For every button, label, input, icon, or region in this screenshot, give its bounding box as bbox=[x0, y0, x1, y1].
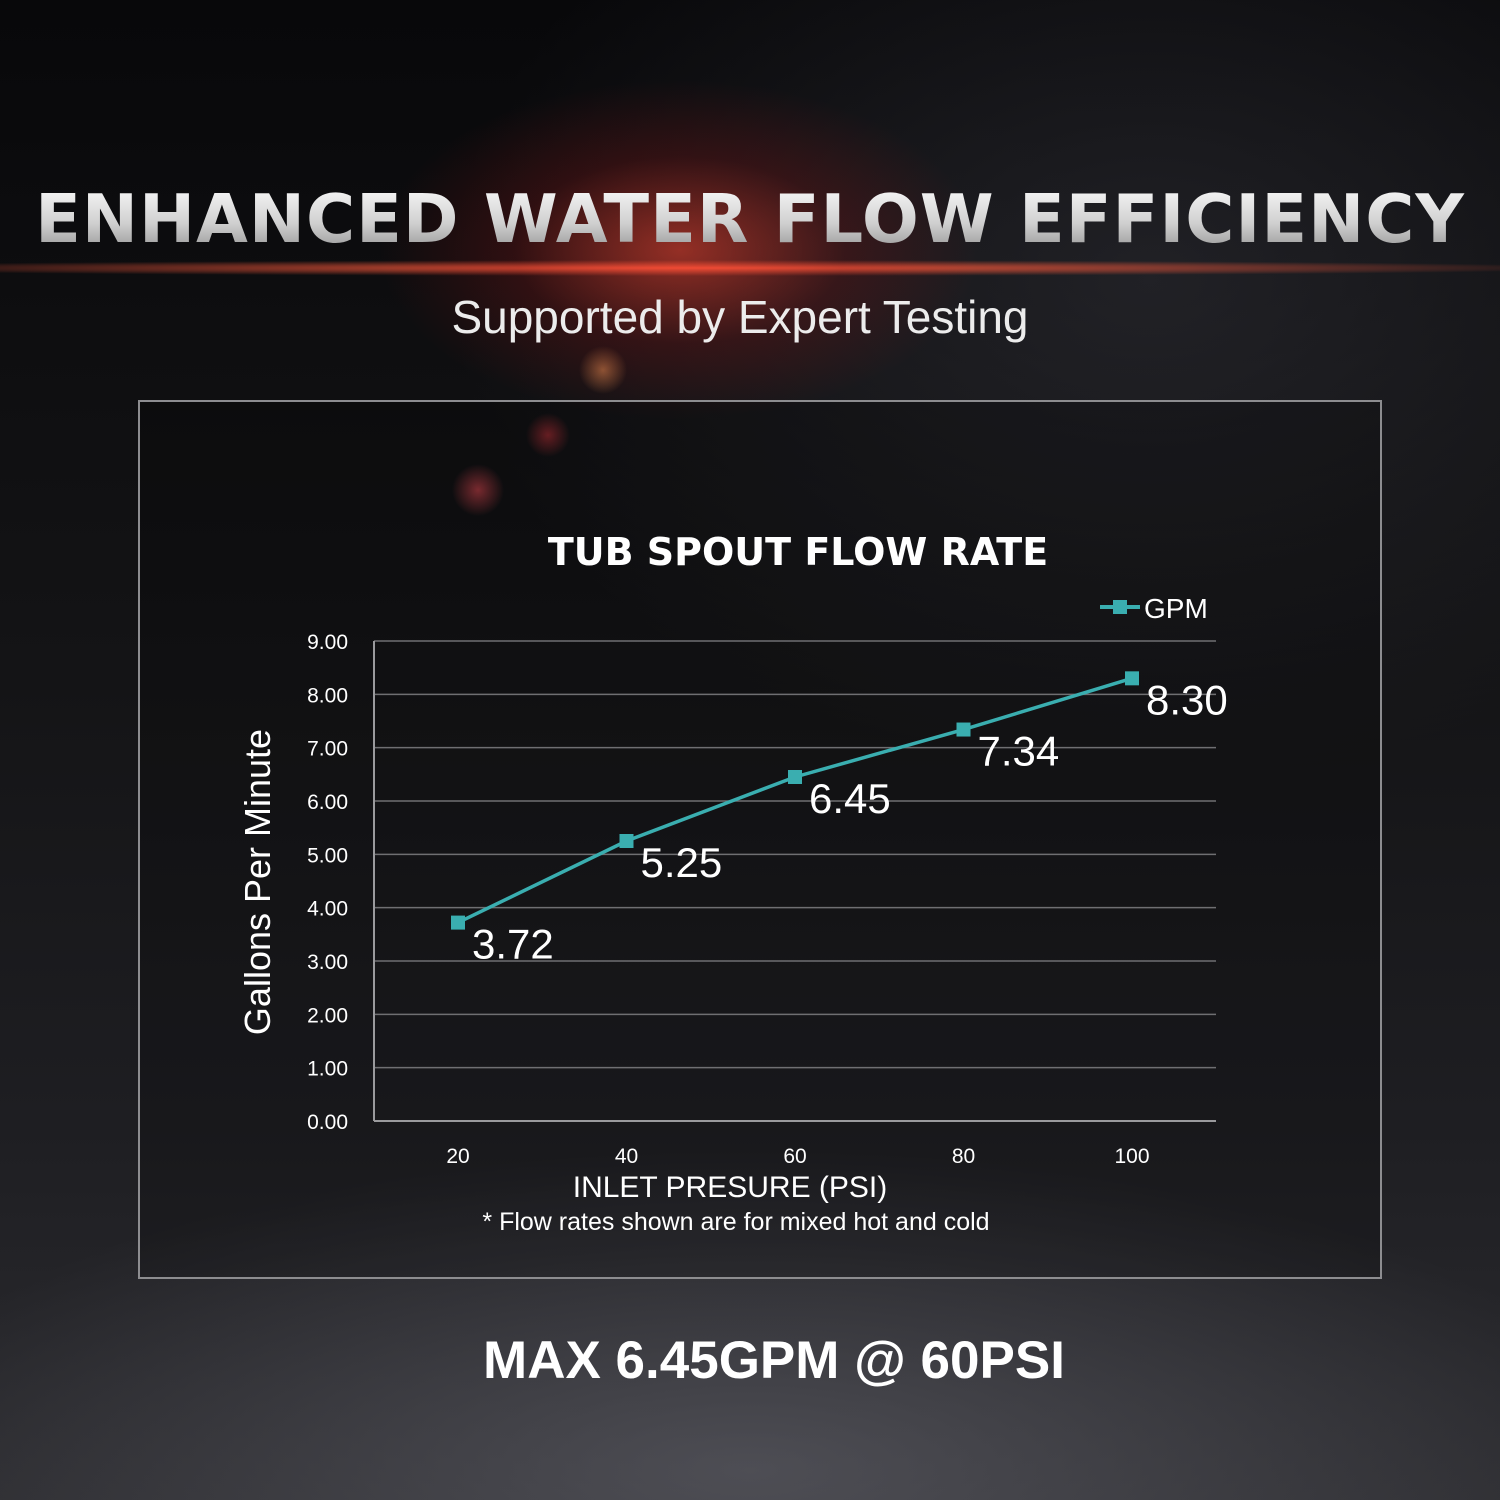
data-label: 8.30 bbox=[1146, 676, 1228, 723]
max-flow-callout: MAX 6.45GPM @ 60PSI bbox=[483, 1331, 1065, 1390]
grid-lines bbox=[373, 640, 1216, 1122]
y-tick-label: 6.00 bbox=[307, 791, 348, 814]
legend-label: GPM bbox=[1144, 593, 1208, 624]
subheadline: Supported by Expert Testing bbox=[451, 291, 1029, 343]
data-label: 6.45 bbox=[809, 775, 891, 822]
x-tick-label: 80 bbox=[952, 1145, 975, 1168]
y-tick-label: 8.00 bbox=[307, 684, 348, 707]
data-label: 3.72 bbox=[472, 921, 554, 968]
headline: ENHANCED WATER FLOW EFFICIENCY bbox=[0, 180, 1500, 258]
data-point bbox=[956, 722, 971, 737]
data-label: 7.34 bbox=[978, 728, 1060, 775]
y-axis-ticks: 0.00 1.00 2.00 3.00 4.00 5.00 6.00 7.00 8.00 9.00 bbox=[307, 631, 348, 1134]
x-axis-label: INLET PRESURE (PSI) bbox=[573, 1171, 888, 1204]
x-tick-label: 20 bbox=[446, 1145, 469, 1168]
data-point bbox=[788, 770, 802, 784]
x-tick-label: 60 bbox=[783, 1145, 806, 1168]
chart-panel bbox=[138, 400, 1382, 1279]
legend-marker bbox=[1113, 600, 1127, 614]
series-gpm bbox=[451, 671, 1139, 930]
y-tick-label: 3.00 bbox=[307, 951, 348, 974]
y-tick-label: 2.00 bbox=[307, 1004, 348, 1027]
x-tick-label: 40 bbox=[615, 1145, 638, 1168]
legend: GPM bbox=[1100, 593, 1208, 624]
y-tick-label: 9.00 bbox=[307, 631, 348, 654]
chart-title: TUB SPOUT FLOW RATE bbox=[548, 530, 1048, 574]
x-axis-ticks: 20 40 60 80 100 bbox=[446, 1145, 1149, 1168]
y-tick-label: 1.00 bbox=[307, 1058, 348, 1081]
y-axis-label: Gallons Per Minute bbox=[237, 729, 278, 1035]
data-point bbox=[451, 915, 465, 930]
x-tick-label: 100 bbox=[1114, 1145, 1149, 1168]
y-tick-label: 0.00 bbox=[307, 1111, 348, 1134]
chart-note: * Flow rates shown are for mixed hot and… bbox=[482, 1208, 989, 1236]
y-tick-label: 5.00 bbox=[307, 844, 348, 867]
y-tick-label: 4.00 bbox=[307, 898, 348, 921]
data-point bbox=[619, 834, 634, 848]
y-tick-label: 7.00 bbox=[307, 738, 348, 761]
data-point bbox=[1125, 671, 1139, 686]
data-labels: 3.72 5.25 6.45 7.34 8.30 bbox=[472, 676, 1228, 967]
data-label: 5.25 bbox=[641, 839, 723, 886]
